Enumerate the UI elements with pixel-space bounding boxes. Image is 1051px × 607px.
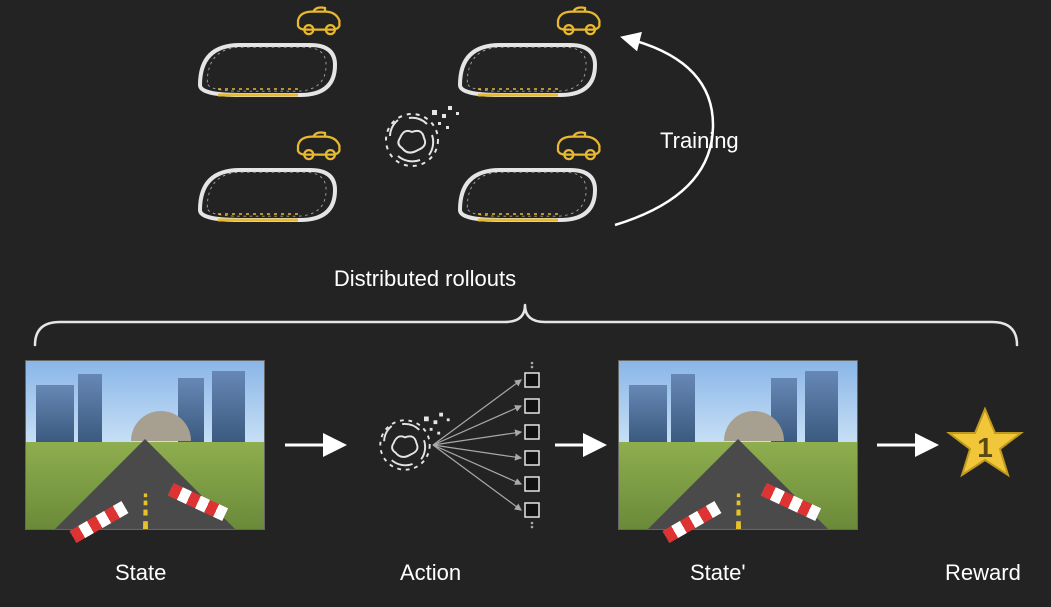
action-network-icon: [355, 355, 565, 535]
arrow-action-to-stateprime: [553, 430, 613, 460]
track-icon: [180, 130, 360, 250]
distributed-rollouts-label: Distributed rollouts: [295, 266, 555, 292]
action-output-nodes: [525, 373, 539, 517]
action-label: Action: [400, 560, 461, 586]
track-icon: [180, 5, 360, 125]
gear-brain-icon: [362, 85, 482, 205]
rollout-track-1: [180, 5, 360, 125]
reward-value: 1: [977, 432, 993, 463]
state-thumbnail: [25, 360, 265, 530]
reward-star-icon: 1: [945, 405, 1025, 485]
arrow-stateprime-to-reward: [875, 430, 945, 460]
state-prime-label: State': [690, 560, 746, 586]
reward-label: Reward: [945, 560, 1021, 586]
state-prime-thumbnail: [618, 360, 858, 530]
state-label: State: [115, 560, 166, 586]
arrow-state-to-action: [283, 430, 353, 460]
sars-row: 1: [25, 360, 1021, 570]
rollout-track-3: [180, 130, 360, 250]
training-label: Training: [660, 128, 739, 154]
